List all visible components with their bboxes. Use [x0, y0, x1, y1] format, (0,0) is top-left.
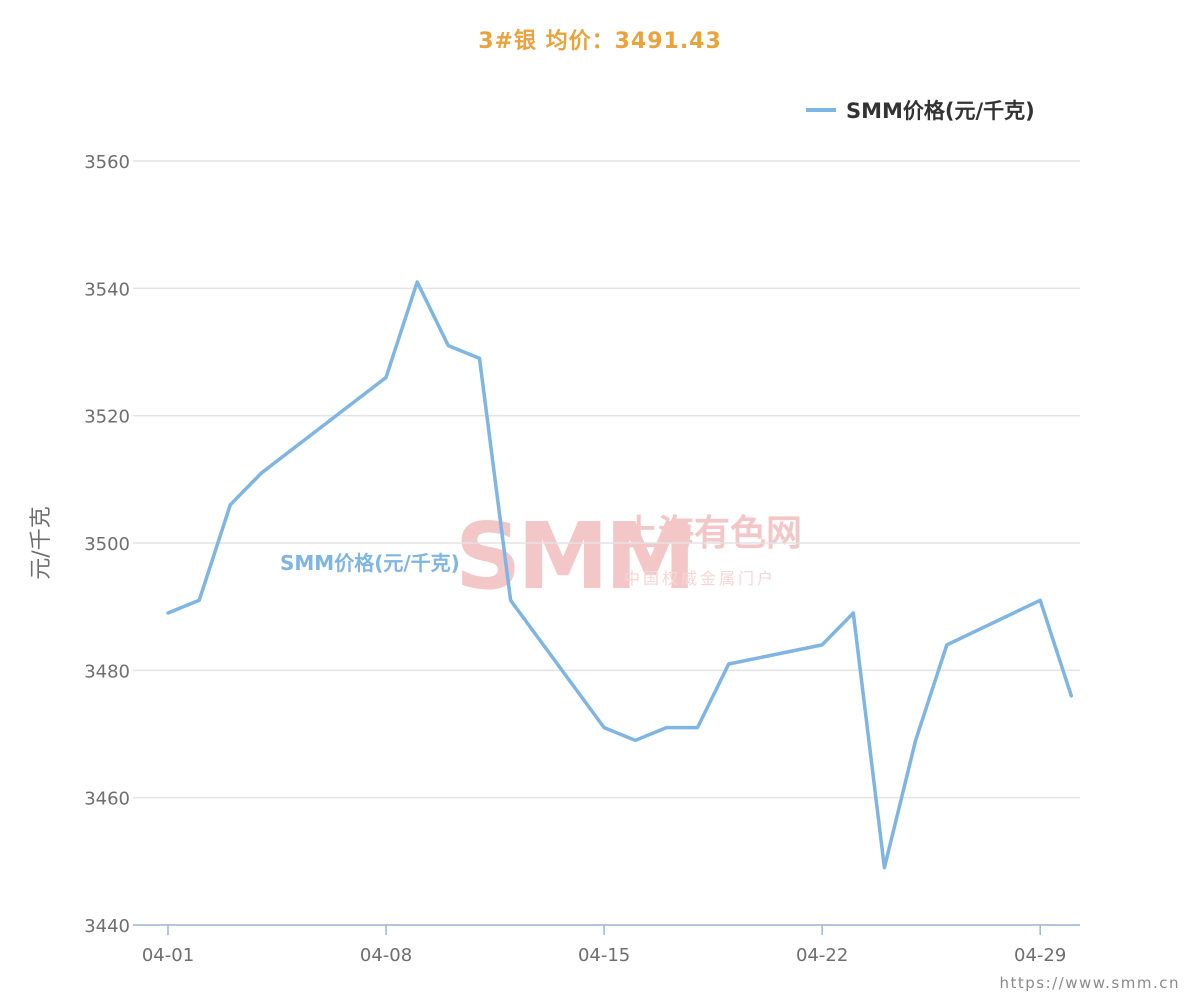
x-tick-label: 04-29: [1014, 945, 1066, 966]
data-point[interactable]: [383, 374, 389, 380]
y-tick-label: 3440: [84, 916, 130, 937]
data-point[interactable]: [726, 661, 732, 667]
y-tick-label: 3560: [84, 152, 130, 173]
legend[interactable]: SMM价格(元/千克): [806, 99, 1035, 123]
watermark-logo: SMM: [455, 503, 692, 610]
data-point[interactable]: [1068, 693, 1074, 699]
data-point[interactable]: [508, 597, 514, 603]
data-point[interactable]: [196, 597, 202, 603]
data-point[interactable]: [601, 725, 607, 731]
data-point[interactable]: [1037, 597, 1043, 603]
y-axis-title: 元/千克: [29, 506, 54, 579]
data-point[interactable]: [850, 610, 856, 616]
x-tick-label: 04-15: [578, 945, 630, 966]
footer-url: https://www.smm.cn: [999, 974, 1180, 992]
data-point[interactable]: [258, 470, 264, 476]
legend-label: SMM价格(元/千克): [846, 99, 1035, 123]
x-tick-label: 04-08: [360, 945, 412, 966]
x-tick-label: 04-01: [142, 945, 194, 966]
y-axis-ticks: 3440 3460 3480 3500 3520 3540 3560: [84, 152, 130, 937]
chart-title: 3#银 均价：3491.43: [478, 28, 722, 54]
x-axis: 04-01 04-08 04-15 04-22 04-29: [133, 924, 1080, 966]
y-tick-label: 3540: [84, 279, 130, 300]
y-tick-label: 3500: [84, 534, 130, 555]
data-point[interactable]: [944, 642, 950, 648]
data-point[interactable]: [477, 355, 483, 361]
x-tick-label: 04-22: [796, 945, 848, 966]
data-point[interactable]: [913, 737, 919, 743]
watermark-tagline: 中国权威金属门户: [624, 569, 776, 588]
y-tick-label: 3480: [84, 661, 130, 682]
series-annotation-label: SMM价格(元/千克): [280, 551, 460, 575]
watermark-name: 上海有色网: [622, 513, 802, 554]
grid: [133, 160, 1080, 799]
data-point[interactable]: [881, 865, 887, 871]
y-tick-label: 3460: [84, 789, 130, 810]
data-point[interactable]: [663, 725, 669, 731]
data-point[interactable]: [695, 725, 701, 731]
data-point[interactable]: [445, 343, 451, 349]
data-point[interactable]: [819, 642, 825, 648]
data-point[interactable]: [165, 610, 171, 616]
data-point[interactable]: [227, 502, 233, 508]
watermark: SMM 上海有色网 中国权威金属门户: [455, 503, 802, 610]
data-point[interactable]: [414, 279, 420, 285]
data-point[interactable]: [632, 737, 638, 743]
y-tick-label: 3520: [84, 407, 130, 428]
series: [165, 279, 1074, 871]
series-line[interactable]: [166, 280, 1074, 870]
